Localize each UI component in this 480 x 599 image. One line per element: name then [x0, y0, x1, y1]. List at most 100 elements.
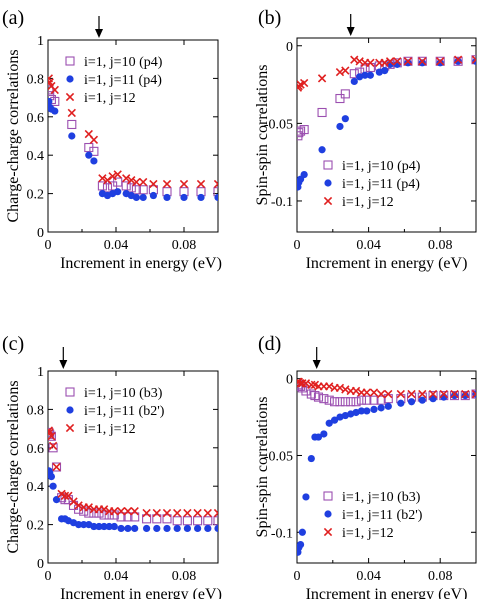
data-point-circle [320, 430, 328, 438]
data-point-circle [318, 146, 326, 154]
data-point-circle [324, 510, 332, 518]
y-axis-label: Spin-spin correlations [254, 65, 271, 206]
data-point-circle [341, 115, 349, 123]
data-point-cross [362, 388, 371, 397]
data-point-square [335, 397, 345, 407]
data-point-circle [48, 473, 55, 481]
data-point-circle [183, 524, 191, 533]
data-point-circle [149, 191, 157, 200]
data-point-circle [173, 524, 181, 533]
data-point-circle [114, 188, 122, 196]
data-point-circle [330, 416, 339, 424]
y-tick-label: 0.2 [27, 519, 45, 534]
data-point-square [123, 512, 133, 522]
legend-entry: i=1, j=11 (b2') [342, 508, 423, 523]
data-point-cross [103, 175, 112, 185]
data-point-square [340, 397, 350, 407]
data-point-cross [418, 389, 427, 399]
data-point-circle [377, 404, 385, 412]
data-point-circle [132, 193, 140, 202]
data-point-square [335, 93, 345, 104]
data-point-cross [113, 170, 122, 179]
legend-entry: i=1, j=10 (p4) [342, 159, 421, 174]
arrow-head [95, 29, 103, 38]
y-tick-label: -0.1 [271, 526, 293, 541]
data-point-square [152, 514, 162, 524]
y-tick-label: 0.4 [27, 480, 45, 495]
data-point-square [471, 55, 476, 65]
chart-panel-b: (b) 0 0.04 0.08 -0.1 -0.05 0 Increment in energ… [254, 7, 477, 272]
y-tick-label: 0 [286, 373, 293, 388]
y-axis-label: Spin-spin correlations [254, 397, 271, 538]
data-point-cross [196, 179, 206, 189]
data-points [48, 426, 218, 533]
data-point-circle [66, 406, 74, 414]
x-tick-label: 0 [45, 569, 52, 584]
data-point-cross [48, 432, 56, 441]
data-point-square [453, 56, 463, 66]
data-point-square [301, 386, 311, 396]
data-point-cross [108, 172, 117, 181]
data-point-square [84, 508, 94, 518]
data-point-square [193, 516, 203, 526]
data-point-circle [418, 59, 426, 67]
y-tick-label: 0.4 [27, 149, 45, 164]
data-point-cross [298, 379, 307, 388]
legend-entry: i=1, j=10 (b3) [342, 490, 421, 505]
legend-entry: i=1, j=11 (b2') [84, 404, 165, 419]
data-point-square [319, 394, 329, 404]
data-point-square [97, 181, 107, 191]
data-point-cross [149, 179, 158, 189]
data-point-square [213, 187, 218, 197]
data-point-cross [50, 85, 59, 95]
data-point-circle [214, 193, 218, 202]
data-point-cross [376, 389, 386, 399]
data-point-square [99, 510, 109, 520]
data-point-square [297, 128, 304, 138]
data-point-cross [366, 58, 375, 67]
legend-entry: i=1, j=12 [84, 422, 136, 437]
data-point-cross [132, 177, 141, 187]
data-point-circle [357, 407, 366, 415]
data-point-circle [461, 391, 469, 400]
x-axis-label: Increment in energy (eV) [306, 586, 468, 599]
legend-entry: i=1, j=11 (p4) [342, 177, 420, 192]
data-point-square [362, 395, 372, 405]
y-tick-label: 0 [37, 226, 44, 241]
data-point-cross [116, 506, 126, 516]
x-axis-label: Increment in energy (eV) [60, 255, 222, 272]
data-point-circle [197, 193, 205, 202]
data-point-circle [131, 524, 139, 533]
data-point-cross [213, 179, 218, 189]
data-point-square [65, 56, 75, 66]
data-point-cross [89, 135, 99, 145]
data-point-circle [90, 522, 98, 531]
data-point-cross [341, 66, 350, 75]
data-point-cross [335, 383, 345, 393]
data-point-square [162, 514, 172, 524]
y-tick-label: 0 [37, 557, 44, 572]
data-point-circle [325, 419, 333, 427]
data-point-circle [302, 493, 310, 501]
x-tick-label: 0.08 [172, 569, 197, 584]
data-point-cross [341, 385, 350, 394]
data-point-square [330, 397, 340, 407]
data-point-circle [117, 524, 125, 533]
data-point-square [65, 387, 75, 397]
arrow-head [346, 27, 355, 36]
data-point-cross [384, 389, 393, 399]
plot-frame [47, 39, 219, 233]
data-point-cross [67, 108, 76, 118]
data-point-square [351, 397, 361, 407]
data-point-cross [323, 196, 333, 206]
arrow-head [312, 360, 321, 369]
data-point-cross [385, 57, 395, 66]
data-point-square [89, 146, 99, 156]
data-point-cross [351, 386, 361, 396]
x-tick-label: 0.04 [356, 569, 381, 584]
data-point-circle [384, 402, 392, 410]
panel-label: (b) [258, 7, 281, 29]
data-point-square [323, 160, 333, 170]
data-point-cross [299, 78, 309, 88]
